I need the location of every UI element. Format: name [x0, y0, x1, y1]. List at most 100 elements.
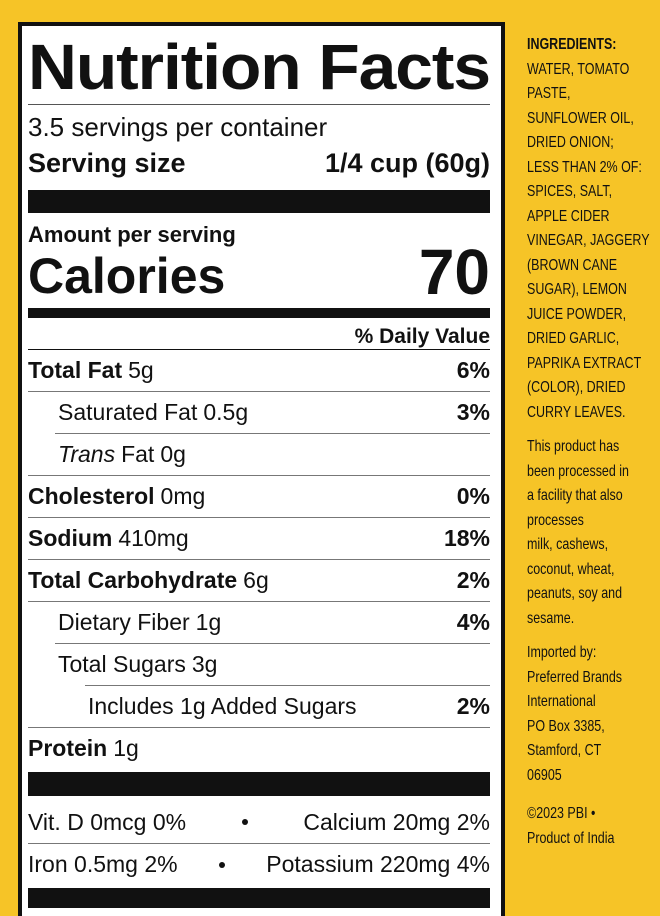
- ingredients-line: SPICES, SALT,: [527, 183, 613, 200]
- servings: 3.5 servings per container: [28, 112, 328, 142]
- bullet: [241, 819, 248, 825]
- importer-line: Preferred Brands: [527, 668, 623, 686]
- nutrient-dv: 2%: [456, 567, 490, 593]
- ingredients-line: LESS THAN 2% OF:: [527, 158, 642, 176]
- allergen-line: sesame.: [527, 609, 575, 627]
- gap: [527, 788, 656, 802]
- nutrient-name: Cholesterol: [28, 483, 155, 509]
- nutrient-row: Includes 1g Added Sugars 2%: [85, 685, 490, 727]
- title-wrap: Nutrition Facts: [28, 31, 491, 103]
- rule: [28, 104, 490, 105]
- ingredients-heading: INGREDIENTS:: [527, 36, 617, 53]
- nutrient-name: Total Fat: [28, 357, 123, 383]
- nutrient-amount: 1g: [195, 609, 222, 635]
- vitamin-right: Calcium 20mg 2%: [303, 808, 490, 835]
- thick-bar: [28, 888, 490, 908]
- nutrient-dv: 6%: [456, 357, 490, 383]
- nutrient-amount: 6g: [243, 567, 269, 593]
- nutrient-row: Protein 1g: [28, 727, 490, 769]
- nutrient-amount: 3g: [191, 651, 218, 677]
- nutrient-amount: 0mg: [160, 483, 206, 509]
- serving-size-label: Serving size: [28, 147, 186, 178]
- importer-line: Imported by:: [527, 644, 597, 661]
- ingredients-line: SUGAR), LEMON: [527, 281, 627, 298]
- nutrient-name: Total Sugars: [58, 651, 186, 677]
- nutrient-row: Total Fat 5g 6%: [28, 349, 490, 391]
- nutrient-name: Fat: [121, 441, 155, 467]
- calories: Calories 70: [28, 240, 490, 304]
- ingredients-line: (COLOR), DRIED: [527, 379, 626, 396]
- ingredients-line: WATER, TOMATO: [527, 60, 630, 78]
- importer-line: Stamford, CT: [527, 742, 602, 759]
- allergen-line: been processed in: [527, 462, 629, 480]
- nutrient-row: Saturated Fat 0.5g 3%: [28, 391, 490, 433]
- allergen-line: This product has: [527, 438, 620, 455]
- nutrient-amount: 0g: [160, 441, 186, 467]
- footer: ©2023 PBI • Product of India: [527, 802, 656, 851]
- thick-bar: [28, 772, 490, 796]
- importer-line: PO Box 3385,: [527, 717, 605, 735]
- nutrient-amount: 5g: [128, 357, 154, 383]
- thick-bar: [28, 190, 490, 213]
- allergen-line: peanuts, soy and: [527, 585, 623, 602]
- ingredients-line: (BROWN CANE: [527, 256, 618, 274]
- calories-value: 70: [418, 236, 490, 308]
- nutrient-row: Sodium 410mg 18%: [28, 517, 490, 559]
- nutrient-dv: 0%: [456, 483, 490, 509]
- ingredients-line: SUNFLOWER OIL,: [527, 109, 634, 127]
- footer-line: ©2023 PBI •: [527, 805, 596, 822]
- serving-size-value: 1/4 cup (60g): [324, 147, 490, 178]
- vitamin-row: Iron 0.5mg 2% Potassium 220mg 4%: [28, 843, 490, 885]
- allergen-line: processes: [527, 511, 584, 529]
- gap: [527, 425, 656, 435]
- nutrient-name: Saturated Fat: [58, 399, 198, 425]
- ingredients-line: APPLE CIDER: [527, 207, 610, 225]
- vitamin-left: Iron 0.5mg 2%: [28, 851, 178, 877]
- importer-line: 06905: [527, 766, 562, 784]
- bullet: [218, 861, 225, 868]
- ingredients-line: CURRY LEAVES.: [527, 403, 626, 421]
- allergens: This product has been processed in a facil…: [527, 435, 656, 631]
- footer-line: Product of India: [527, 829, 615, 847]
- amount-per-serving: Amount per serving: [28, 222, 236, 247]
- nutrient-row: Total Sugars 3g: [55, 643, 490, 685]
- vitamin-left: Vit. D 0mcg 0%: [28, 808, 187, 835]
- importer: Imported by: Preferred Brands Internationa…: [527, 641, 656, 788]
- calories-label: Calories: [28, 248, 226, 304]
- side-panel: INGREDIENTS: WATER, TOMATO PASTE, SUNFLOWE…: [527, 33, 656, 851]
- allergen-line: coconut, wheat,: [527, 560, 615, 578]
- nutrient-dv: 18%: [443, 525, 490, 551]
- ingredients-line: DRIED GARLIC,: [527, 330, 620, 347]
- nutrient-name: Dietary Fiber: [58, 609, 190, 635]
- nutrition-label: Nutrition Facts 3.5 servings per contain…: [18, 22, 505, 916]
- nutrient-dv: 3%: [456, 399, 490, 425]
- nutrient-row: Dietary Fiber 1g 4%: [28, 601, 490, 643]
- nutrient-name: Protein: [28, 735, 108, 761]
- nutrient-amount: 410mg: [118, 525, 189, 551]
- nutrient-name: Total Carbohydrate: [28, 567, 238, 593]
- ingredients-line: PAPRIKA EXTRACT: [527, 354, 642, 372]
- daily-value-header: % Daily Value: [354, 325, 490, 348]
- nutrient-amount: 0.5g: [203, 399, 249, 425]
- ingredients-line: VINEGAR, JAGGERY: [527, 232, 650, 249]
- ingredients-line: DRIED ONION;: [527, 134, 614, 151]
- nutrient-amount: 1g: [113, 735, 139, 761]
- nutrient-row: Cholesterol 0mg 0%: [28, 475, 490, 517]
- nutrient-row: Total Carbohydrate 6g 2%: [28, 559, 490, 601]
- gap: [527, 631, 656, 641]
- medium-bar: [28, 308, 490, 318]
- serving-size: Serving size 1/4 cup (60g): [28, 147, 490, 179]
- importer-line: International: [527, 693, 596, 710]
- allergen-line: milk, cashews,: [527, 536, 609, 553]
- ingredients: WATER, TOMATO PASTE, SUNFLOWER OIL, DRIED O…: [527, 58, 656, 426]
- title: Nutrition Facts: [28, 31, 491, 103]
- ingredients-line: JUICE POWDER,: [527, 305, 627, 323]
- nutrient-name: Sodium: [28, 525, 113, 551]
- nutrient-row: Trans Fat 0g: [55, 433, 490, 475]
- vitamin-right: Potassium 220mg 4%: [266, 851, 490, 877]
- nutrient-dv: 4%: [456, 609, 490, 635]
- vitamin-row: Vit. D 0mcg 0% Calcium 20mg 2%: [28, 801, 490, 843]
- nutrient-dv: 2%: [456, 693, 490, 719]
- nutrient-name: Includes 1g Added Sugars: [88, 693, 357, 719]
